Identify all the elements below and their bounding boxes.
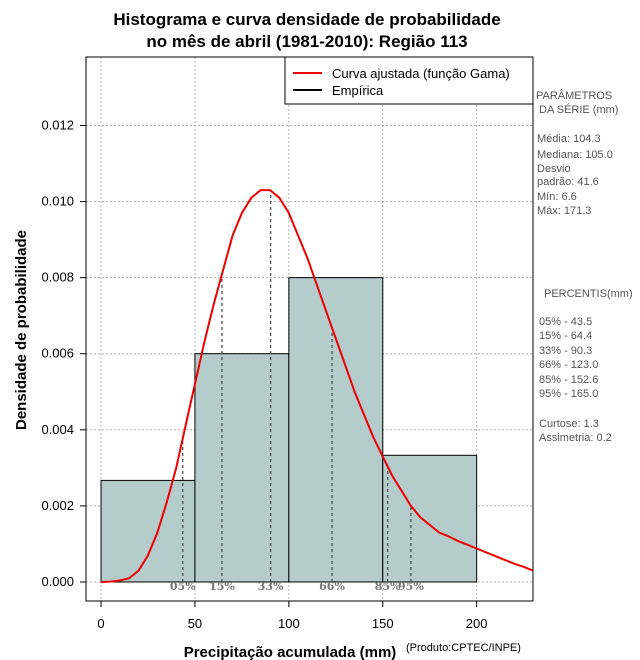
param-desvio-1: Desvio — [537, 163, 571, 175]
percentiles-panel: PERCENTIS(mm) 05% - 43.5 15% - 64.4 33% … — [539, 288, 633, 444]
x-tick-label: 100 — [278, 616, 300, 631]
percentile-label: 66% — [319, 580, 345, 593]
histogram-bar — [288, 277, 384, 583]
percentil-05: 05% - 43.5 — [539, 316, 592, 328]
histogram-bar — [382, 454, 478, 583]
param-desvio-2: padrão: 41.6 — [537, 176, 599, 188]
param-min: Mín: 6.6 — [537, 191, 577, 203]
fitted-curve-group — [100, 189, 534, 583]
legend-fitted-label: Curva ajustada (função Gama) — [332, 66, 510, 81]
credit-text: (Produto:CPTEC/INPE) — [406, 642, 521, 654]
series-parameters-panel: PARÂMETROS DA SÉRIE (mm) Média: 104.3 Me… — [536, 89, 618, 217]
y-axis-title: Densidade de probabilidade — [13, 230, 30, 430]
y-axis: 0.000 0.002 0.004 0.006 0.008 0.010 0.012 — [41, 117, 86, 589]
histogram-bar — [100, 479, 196, 583]
x-axis-title: Precipitação acumulada (mm) — [184, 644, 397, 660]
percentile-label: 85% — [375, 580, 401, 593]
percentil-15: 15% - 64.4 — [539, 330, 592, 342]
curtose: Curtose: 1.3 — [539, 418, 599, 430]
percentile-label: 15% — [209, 580, 235, 593]
chart-title-line1: Histograma e curva densidade de probabil… — [113, 10, 500, 29]
x-tick-label: 200 — [466, 616, 488, 631]
params-title-1: PARÂMETROS — [536, 89, 612, 102]
percentil-95: 95% - 165.0 — [539, 388, 598, 400]
fitted-curve-line — [100, 189, 534, 583]
histogram-bar — [194, 353, 290, 583]
assimetria: Assimetria: 0.2 — [539, 432, 612, 444]
x-axis: 0 50 100 150 200 — [97, 601, 488, 631]
x-tick-label: 150 — [372, 616, 394, 631]
chart-title-line2: no mês de abril (1981-2010): Região 113 — [146, 32, 467, 51]
param-max: Máx: 171.3 — [537, 205, 591, 217]
y-tick-label: 0.010 — [41, 194, 74, 209]
percentile-label: 05% — [170, 580, 196, 593]
x-tick-label: 50 — [188, 616, 202, 631]
percentile-label: 95% — [398, 580, 424, 593]
y-tick-label: 0.006 — [41, 346, 74, 361]
legend: Curva ajustada (função Gama) Empírica — [284, 56, 534, 105]
legend-empirical-label: Empírica — [332, 83, 384, 98]
histogram-bars — [100, 277, 478, 583]
percentile-labels: 05% 15% 33% 66% 85%95% — [170, 580, 425, 593]
param-mediana: Mediana: 105.0 — [537, 149, 613, 161]
y-tick-label: 0.012 — [41, 117, 74, 132]
y-tick-label: 0.000 — [41, 574, 74, 589]
y-tick-label: 0.004 — [41, 422, 74, 437]
legend-box — [284, 56, 534, 105]
params-title-2: DA SÉRIE (mm) — [539, 103, 618, 116]
y-tick-label: 0.002 — [41, 498, 74, 513]
percentil-85: 85% - 152.6 — [539, 374, 598, 386]
percentile-lines — [182, 190, 412, 582]
percentile-label: 33% — [258, 580, 284, 593]
percentil-66: 66% - 123.0 — [539, 359, 598, 371]
y-tick-label: 0.008 — [41, 270, 74, 285]
x-tick-label: 0 — [97, 616, 104, 631]
param-media: Média: 104.3 — [537, 133, 601, 145]
percentil-33: 33% - 90.3 — [539, 345, 592, 357]
percentis-title: PERCENTIS(mm) — [544, 288, 633, 300]
